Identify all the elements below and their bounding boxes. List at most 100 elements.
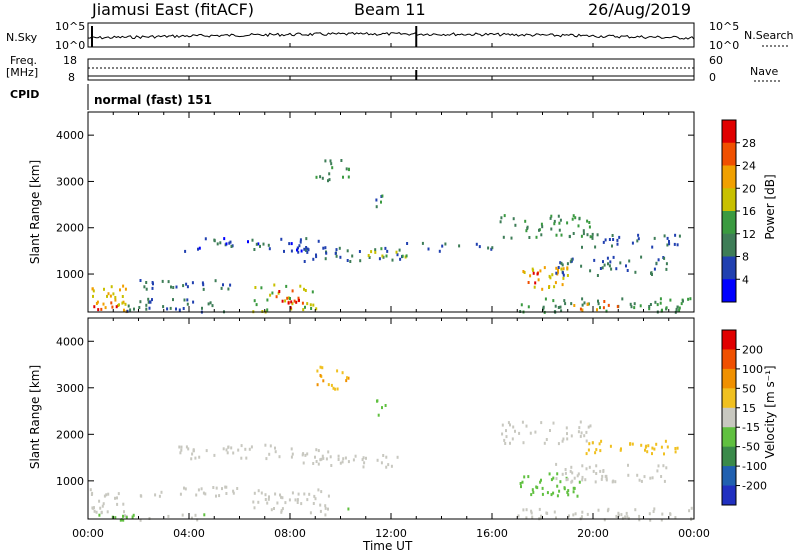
power-cell — [523, 271, 526, 274]
velocity-cell — [200, 487, 203, 491]
power-cell — [328, 178, 331, 182]
velocity-colorbar-frame — [721, 329, 737, 506]
velocity-cell — [160, 490, 163, 494]
velocity-cell — [567, 489, 570, 493]
power-cell — [599, 306, 601, 310]
x-tick-label: 16:00 — [476, 527, 508, 540]
velocity-cell — [634, 508, 637, 512]
power-cell — [386, 249, 389, 253]
velocity-colorbar-swatch — [722, 466, 736, 487]
power-cell — [561, 263, 564, 267]
power-cell — [648, 307, 651, 311]
velocity-cell — [581, 475, 584, 479]
velocity-cell — [614, 480, 617, 484]
power-cell — [604, 238, 607, 242]
power-cell — [275, 295, 278, 299]
power-cell — [375, 205, 378, 209]
velocity-cell — [578, 426, 581, 430]
freq-label-line2: [MHz] — [6, 66, 39, 79]
velocity-cell — [648, 512, 651, 516]
velocity-cell — [185, 445, 188, 449]
power-patch — [581, 233, 681, 249]
velocity-colorbar-swatch — [722, 427, 736, 448]
velocity-cell — [531, 488, 534, 492]
power-cell — [395, 250, 398, 254]
velocity-cell — [376, 458, 379, 462]
power-cell — [572, 214, 575, 218]
velocity-cell — [595, 448, 598, 452]
power-patch — [139, 279, 232, 291]
velocity-cell — [514, 429, 516, 433]
velocity-cell — [534, 430, 537, 434]
velocity-cell — [196, 518, 199, 522]
power-ytick-label: 2000 — [56, 222, 84, 235]
power-cell — [560, 233, 563, 237]
power-cell — [266, 308, 269, 312]
velocity-cell — [190, 457, 193, 461]
velocity-cell — [280, 510, 283, 514]
power-patch — [522, 266, 569, 291]
velocity-cell — [339, 461, 342, 465]
power-cell — [669, 298, 672, 302]
power-cell — [143, 285, 146, 289]
velocity-cell — [550, 478, 553, 482]
velocity-cell — [591, 441, 594, 445]
power-cell — [148, 306, 151, 310]
velocity-cell — [114, 516, 117, 520]
power-cell — [349, 260, 352, 263]
velocity-cell — [319, 365, 322, 369]
velocity-cell — [280, 509, 283, 513]
power-colorbar-label: 24 — [742, 160, 756, 173]
power-patch — [91, 284, 128, 314]
velocity-cell — [125, 516, 128, 520]
velocity-cell — [306, 452, 309, 456]
power-cell — [577, 224, 580, 228]
x-tick-label: 12:00 — [375, 527, 407, 540]
freq-left-tick-top: 18 — [63, 54, 77, 67]
power-cell — [566, 266, 569, 270]
power-cell — [659, 297, 662, 301]
velocity-cell — [503, 438, 506, 442]
velocity-cell — [260, 491, 263, 495]
power-cell — [563, 299, 566, 303]
x-tick-label: 00:00 — [678, 527, 710, 540]
power-cell — [589, 269, 592, 273]
power-cell — [566, 221, 569, 225]
power-cell — [550, 214, 553, 218]
power-cell — [401, 254, 404, 258]
velocity-cell — [546, 491, 549, 495]
power-cell — [606, 256, 609, 260]
velocity-cell — [649, 518, 652, 522]
velocity-cell — [559, 480, 562, 484]
velocity-cell — [290, 455, 293, 459]
velocity-cell — [382, 454, 385, 457]
velocity-cell — [315, 460, 318, 463]
velocity-cell — [396, 455, 399, 459]
power-cell — [616, 305, 619, 309]
velocity-cell — [225, 492, 228, 495]
power-cell — [92, 289, 95, 293]
velocity-cell — [525, 424, 528, 428]
freq-right-tick-bottom: 0 — [709, 71, 716, 84]
power-cell — [161, 279, 164, 283]
power-cell — [602, 240, 605, 244]
velocity-cell — [314, 455, 316, 459]
velocity-cell — [337, 454, 340, 458]
velocity-cell — [264, 498, 267, 501]
velocity-cell — [577, 430, 580, 434]
power-cell — [145, 303, 148, 307]
power-patch — [252, 283, 318, 314]
power-patch — [573, 300, 619, 312]
power-cell — [185, 282, 188, 286]
velocity-cell — [267, 497, 270, 501]
velocity-cell — [99, 506, 102, 510]
power-cell — [255, 242, 258, 246]
velocity-cell — [566, 432, 568, 436]
power-cell — [124, 287, 127, 291]
noise-left-tick-bottom: 10^0 — [55, 39, 86, 52]
velocity-cell — [665, 466, 668, 470]
velocity-cell — [595, 464, 598, 468]
power-cell — [597, 299, 599, 303]
power-cell — [631, 241, 634, 245]
power-cell — [100, 307, 103, 311]
